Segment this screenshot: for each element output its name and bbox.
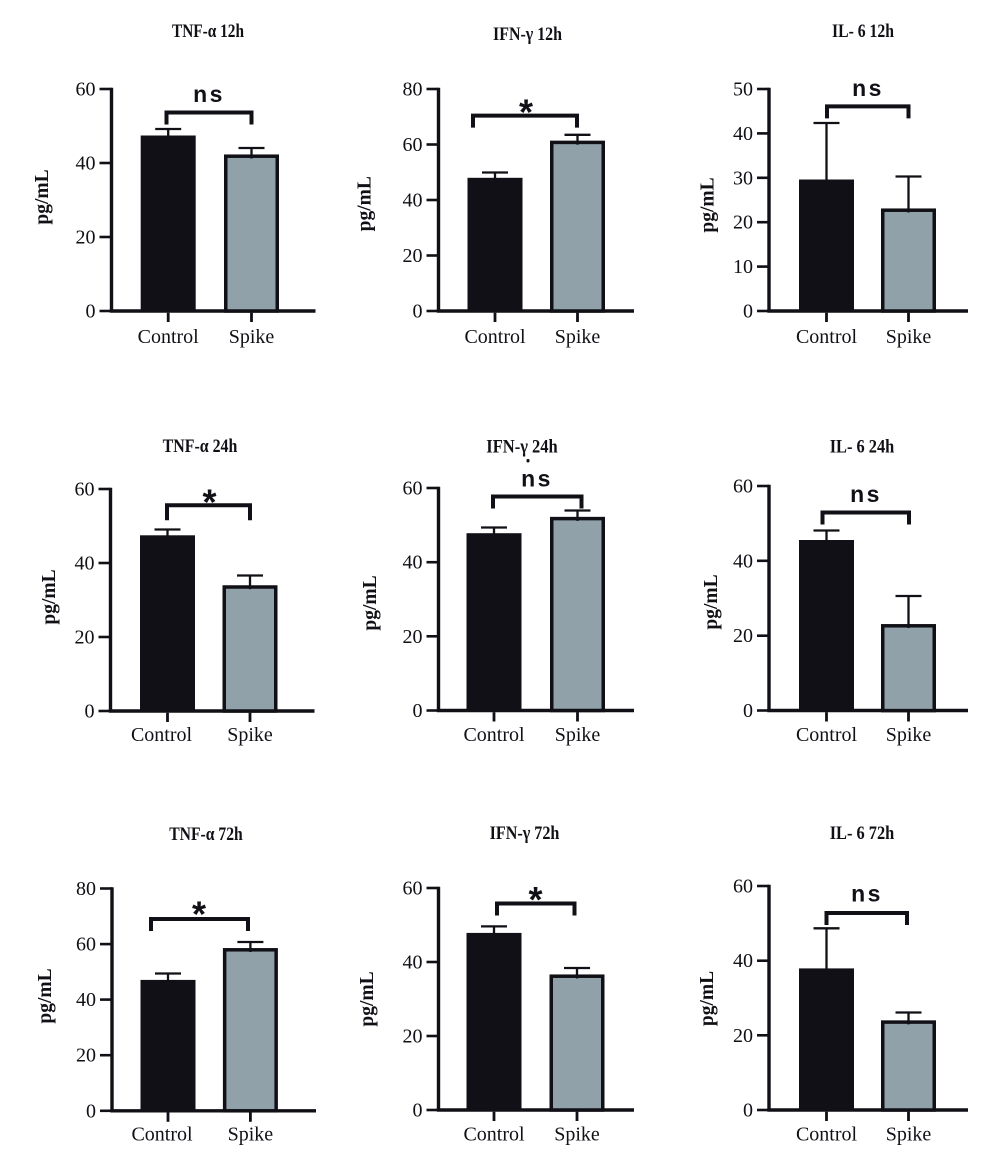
svg-text:IFN-γ 24h: IFN-γ 24h — [486, 437, 558, 457]
svg-text:IL- 6 12h: IL- 6 12h — [832, 22, 895, 42]
svg-text:40: 40 — [75, 553, 95, 575]
svg-text:*: * — [519, 91, 533, 132]
svg-text:60: 60 — [403, 134, 423, 156]
svg-text:20: 20 — [733, 1025, 753, 1047]
svg-text:20: 20 — [403, 245, 423, 267]
svg-text:40: 40 — [403, 190, 423, 212]
svg-text:*: * — [192, 893, 206, 934]
svg-text:30: 30 — [733, 167, 753, 189]
svg-text:pg/mL: pg/mL — [35, 968, 56, 1023]
svg-text:0: 0 — [743, 700, 753, 722]
svg-text:20: 20 — [76, 1045, 96, 1067]
svg-text:0: 0 — [85, 701, 95, 723]
svg-text:pg/mL: pg/mL — [701, 574, 722, 629]
svg-text:Control: Control — [463, 724, 525, 746]
svg-text:60: 60 — [76, 79, 96, 101]
svg-text:*: * — [202, 481, 216, 522]
svg-text:40: 40 — [733, 950, 753, 972]
svg-text:60: 60 — [75, 479, 95, 501]
svg-text:IFN-γ 12h: IFN-γ 12h — [493, 25, 563, 45]
svg-text:pg/mL: pg/mL — [357, 971, 378, 1026]
svg-text:*: * — [528, 879, 542, 920]
svg-text:IFN-γ 72h: IFN-γ 72h — [490, 824, 560, 844]
svg-text:ns: ns — [193, 81, 225, 107]
svg-text:IL- 6 72h: IL- 6 72h — [830, 824, 895, 844]
svg-text:TNF-α 72h: TNF-α 72h — [169, 825, 243, 845]
svg-text:TNF-α 12h: TNF-α 12h — [172, 22, 245, 42]
svg-text:pg/mL: pg/mL — [697, 971, 718, 1026]
svg-text:Control: Control — [796, 326, 858, 348]
svg-text:Spike: Spike — [555, 326, 601, 348]
svg-text:0: 0 — [86, 1100, 96, 1122]
svg-text:Spike: Spike — [554, 1124, 600, 1146]
svg-text:40: 40 — [76, 153, 96, 175]
svg-text:Spike: Spike — [886, 724, 932, 746]
svg-text:Control: Control — [463, 1124, 525, 1146]
svg-text:ns: ns — [852, 75, 884, 101]
svg-text:Spike: Spike — [228, 1124, 274, 1146]
svg-text:pg/mL: pg/mL — [39, 569, 60, 624]
svg-text:pg/mL: pg/mL — [32, 169, 53, 224]
svg-text:20: 20 — [733, 625, 753, 647]
svg-text:TNF-α 24h: TNF-α 24h — [163, 437, 238, 457]
svg-text:Spike: Spike — [886, 1124, 932, 1146]
svg-text:Control: Control — [131, 1124, 193, 1146]
svg-text:ns: ns — [521, 466, 553, 492]
svg-text:Control: Control — [464, 326, 526, 348]
svg-text:20: 20 — [75, 627, 95, 649]
svg-text:60: 60 — [403, 878, 423, 900]
svg-text:0: 0 — [413, 1100, 423, 1122]
svg-text:0: 0 — [413, 700, 423, 722]
svg-text:Control: Control — [138, 326, 200, 348]
svg-text:60: 60 — [733, 876, 753, 898]
svg-text:Control: Control — [796, 1124, 858, 1146]
svg-text:0: 0 — [743, 1100, 753, 1122]
svg-text:10: 10 — [733, 256, 753, 278]
svg-text:Spike: Spike — [886, 326, 932, 348]
svg-text:Spike: Spike — [227, 724, 273, 746]
svg-text:Control: Control — [796, 724, 858, 746]
svg-text:0: 0 — [743, 301, 753, 323]
svg-text:60: 60 — [403, 478, 423, 500]
svg-text:60: 60 — [76, 934, 96, 956]
svg-text:pg/mL: pg/mL — [360, 575, 381, 630]
svg-text:80: 80 — [76, 878, 96, 900]
svg-text:Control: Control — [131, 724, 193, 746]
svg-text:0: 0 — [86, 301, 96, 323]
svg-text:0: 0 — [413, 301, 423, 323]
svg-text:Spike: Spike — [555, 724, 601, 746]
svg-text:40: 40 — [733, 550, 753, 572]
svg-text:20: 20 — [76, 227, 96, 249]
svg-text:60: 60 — [733, 476, 753, 498]
svg-text:40: 40 — [733, 123, 753, 145]
svg-text:pg/mL: pg/mL — [355, 176, 376, 231]
svg-text:pg/mL: pg/mL — [698, 177, 719, 232]
svg-text:20: 20 — [403, 626, 423, 648]
svg-text:ns: ns — [850, 481, 882, 507]
svg-text:50: 50 — [733, 79, 753, 101]
svg-text:40: 40 — [76, 989, 96, 1011]
svg-text:40: 40 — [403, 952, 423, 974]
svg-text:IL- 6 24h: IL- 6 24h — [830, 437, 895, 457]
svg-text:Spike: Spike — [229, 326, 275, 348]
svg-text:20: 20 — [403, 1026, 423, 1048]
svg-text:20: 20 — [733, 212, 753, 234]
svg-text:80: 80 — [403, 79, 423, 101]
svg-text:ns: ns — [851, 881, 883, 907]
svg-text:40: 40 — [403, 552, 423, 574]
